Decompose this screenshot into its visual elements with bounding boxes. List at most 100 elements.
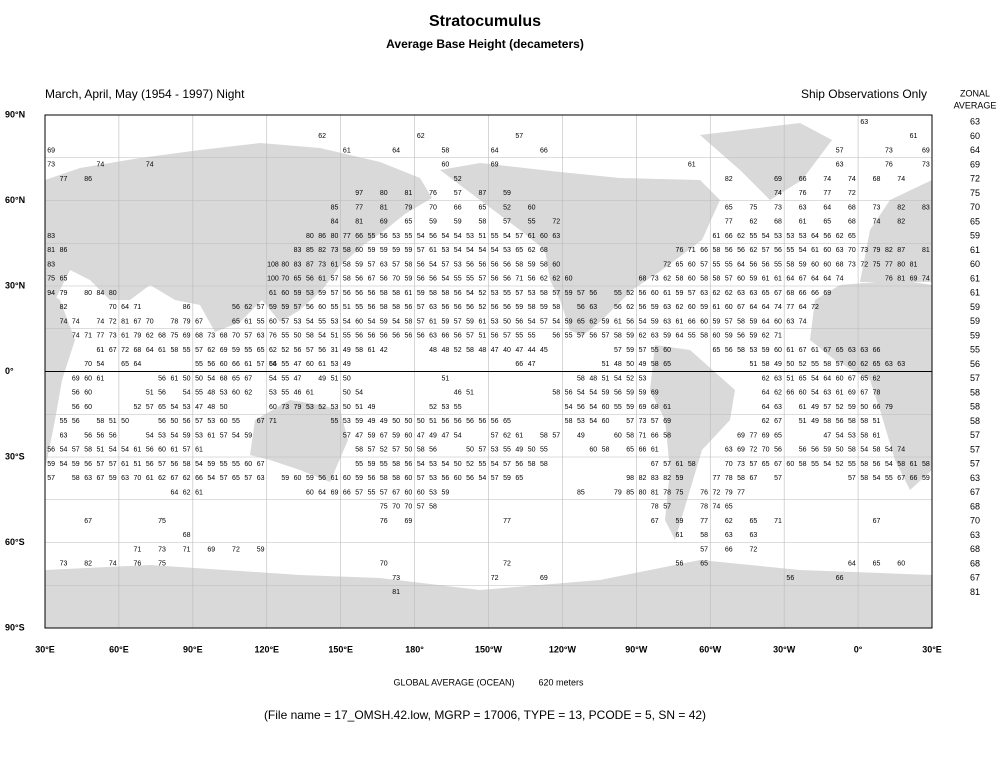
cell-value: 59: [392, 247, 400, 254]
cell-value: 58: [873, 447, 881, 454]
cell-value: 57: [417, 247, 425, 254]
cell-value: 61: [515, 432, 523, 439]
cell-value: 60: [774, 318, 782, 325]
cell-value: 71: [688, 247, 696, 254]
cell-value: 62: [269, 347, 277, 354]
cell-value: 55: [565, 333, 573, 340]
cell-value: 70: [429, 204, 437, 211]
cell-value: 53: [774, 233, 782, 240]
cell-value: 74: [97, 318, 105, 325]
cell-value: 57: [355, 489, 363, 496]
zonal-average: 59: [970, 330, 980, 340]
cell-value: 60: [651, 290, 659, 297]
cell-value: 56: [515, 461, 523, 468]
cell-value: 59: [466, 318, 474, 325]
cell-value: 56: [380, 276, 388, 283]
cell-value: 67: [737, 304, 745, 311]
cell-value: 81: [910, 261, 918, 268]
cell-value: 55: [515, 333, 523, 340]
cell-value: 70: [109, 304, 117, 311]
cell-value: 58: [380, 475, 388, 482]
footer: (File name = 17_OMSH.42.low, MGRP = 1700…: [264, 708, 706, 722]
cell-value: 77: [823, 190, 831, 197]
cell-value: 60: [774, 347, 782, 354]
cell-value: 54: [183, 390, 191, 397]
cell-value: 53: [158, 432, 166, 439]
cell-value: 53: [441, 247, 449, 254]
zonal-average: 56: [970, 359, 980, 369]
title: Stratocumulus: [429, 13, 541, 30]
cell-value: 47: [355, 432, 363, 439]
cell-value: 57: [146, 404, 154, 411]
cell-value: 56: [441, 418, 449, 425]
cell-value: 53: [466, 233, 474, 240]
cell-value: 54: [121, 447, 129, 454]
cell-value: 57: [158, 461, 166, 468]
cell-value: 86: [183, 304, 191, 311]
cell-value: 56: [269, 361, 277, 368]
cell-value: 74: [72, 318, 80, 325]
x-tick-label: 180°: [405, 644, 424, 654]
cell-value: 67: [133, 318, 141, 325]
cell-value: 54: [589, 390, 597, 397]
cell-value: 74: [146, 162, 154, 169]
cell-value: 82: [84, 561, 92, 568]
cell-value: 74: [897, 447, 905, 454]
cell-value: 56: [146, 461, 154, 468]
cell-value: 69: [183, 333, 191, 340]
cell-value: 54: [441, 233, 449, 240]
cell-value: 73: [639, 418, 647, 425]
cell-value: 58: [577, 375, 585, 382]
cell-value: 76: [676, 247, 684, 254]
cell-value: 50: [195, 375, 203, 382]
cell-value: 67: [380, 432, 388, 439]
cell-value: 68: [220, 375, 228, 382]
cell-value: 61: [676, 318, 684, 325]
cell-value: 46: [454, 390, 462, 397]
cell-value: 65: [121, 361, 129, 368]
cell-value: 58: [688, 461, 696, 468]
cell-value: 68: [540, 247, 548, 254]
cell-value: 58: [848, 447, 856, 454]
cell-value: 53: [331, 404, 339, 411]
cell-value: 61: [713, 304, 721, 311]
cell-value: 59: [257, 546, 265, 553]
cell-value: 52: [281, 347, 289, 354]
cell-value: 85: [577, 489, 585, 496]
cell-value: 63: [700, 290, 708, 297]
cell-value: 54: [528, 318, 536, 325]
cell-value: 79: [614, 489, 622, 496]
x-tick-label: 0°: [854, 644, 863, 654]
cell-value: 60: [84, 375, 92, 382]
cell-value: 65: [232, 375, 240, 382]
land-greenland: [700, 123, 832, 200]
cell-value: 65: [577, 318, 585, 325]
y-tick-label: 0°: [5, 366, 14, 376]
cell-value: 63: [749, 532, 757, 539]
cell-value: 61: [614, 318, 622, 325]
cell-value: 61: [306, 390, 314, 397]
cell-value: 56: [368, 475, 376, 482]
cell-value: 58: [897, 461, 905, 468]
cell-value: 58: [799, 461, 807, 468]
cell-value: 62: [749, 219, 757, 226]
zonal-header: AVERAGE: [954, 100, 997, 110]
cell-value: 60: [663, 347, 671, 354]
cell-value: 54: [170, 404, 178, 411]
cell-value: 65: [713, 347, 721, 354]
cell-value: 58: [380, 290, 388, 297]
cell-value: 59: [626, 404, 634, 411]
cell-value: 55: [281, 333, 289, 340]
cell-value: 56: [429, 233, 437, 240]
cell-value: 67: [244, 375, 252, 382]
cell-value: 56: [355, 290, 363, 297]
cell-value: 74: [774, 190, 782, 197]
cell-value: 56: [158, 375, 166, 382]
cell-value: 73: [737, 461, 745, 468]
cell-value: 62: [503, 432, 511, 439]
cell-value: 79: [405, 204, 413, 211]
cell-value: 71: [639, 432, 647, 439]
cell-value: 54: [269, 375, 277, 382]
zonal-average: 75: [970, 188, 980, 198]
cell-value: 58: [429, 504, 437, 511]
